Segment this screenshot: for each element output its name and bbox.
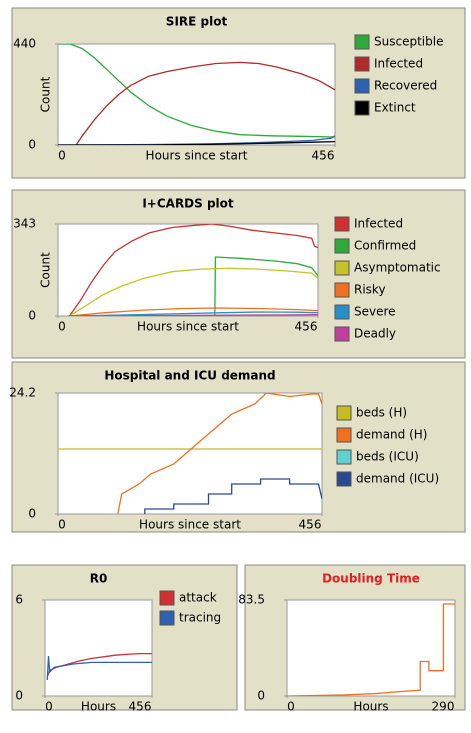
series-line: [69, 314, 318, 316]
y-axis-label: Count: [39, 252, 53, 288]
series-line: [144, 478, 322, 514]
legend-swatch: [354, 56, 370, 72]
legend-label: Extinct: [374, 101, 416, 115]
legend-swatch: [336, 449, 352, 465]
legend-swatch: [336, 427, 352, 443]
legend-swatch: [334, 326, 350, 342]
x-axis-label: Hours since start: [137, 320, 239, 334]
x-axis-label: Hours: [353, 700, 388, 714]
legend-label: Infected: [354, 217, 403, 231]
legend-swatch: [354, 34, 370, 50]
legend-swatch: [159, 610, 175, 626]
x-tick-label: 456: [299, 518, 322, 532]
y-tick-label: 83.5: [238, 593, 265, 607]
plot-title: R0: [90, 572, 108, 586]
series-line: [117, 393, 322, 514]
plot-title: Hospital and ICU demand: [104, 369, 275, 383]
plot-area: [57, 392, 323, 515]
plot-title: I+CARDS plot: [142, 197, 234, 211]
legend-swatch: [354, 100, 370, 116]
plot-title: SIRE plot: [166, 15, 228, 29]
series-line: [46, 652, 152, 678]
legend-label: Susceptible: [374, 35, 443, 49]
series-line: [75, 61, 335, 145]
series-line: [58, 140, 335, 145]
legend-swatch: [334, 304, 350, 320]
x-tick-label: 456: [295, 320, 318, 334]
legend-label: Recovered: [374, 79, 437, 93]
legend-swatch: [334, 216, 350, 232]
y-tick-label: 0: [15, 689, 23, 703]
series-line: [68, 224, 318, 316]
series-line: [69, 307, 318, 316]
legend-label: tracing: [179, 611, 221, 625]
plot-title: Doubling Time: [322, 572, 420, 586]
series-line: [214, 256, 318, 316]
x-axis-label: Hours: [81, 700, 116, 714]
x-axis-label: Hours since start: [146, 149, 248, 163]
x-tick-label: 290: [432, 700, 455, 714]
x-tick-label: 456: [129, 700, 152, 714]
x-tick-label: 456: [312, 149, 335, 163]
series-line: [287, 603, 455, 696]
legend-swatch: [336, 405, 352, 421]
legend-swatch: [334, 260, 350, 276]
legend-swatch: [334, 238, 350, 254]
x-axis-label: Hours since start: [139, 518, 241, 532]
legend-label: Deadly: [354, 327, 396, 341]
legend-label: Asymptomatic: [354, 261, 441, 275]
y-tick-label: 6: [15, 593, 23, 607]
y-tick-label: 0: [28, 309, 36, 323]
y-tick-label: 24.2: [9, 386, 36, 400]
legend-swatch: [334, 282, 350, 298]
legend-label: Confirmed: [354, 239, 416, 253]
plot-area: [286, 599, 456, 697]
legend-label: Severe: [354, 305, 396, 319]
legend-label: beds (H): [356, 406, 407, 420]
legend-swatch: [336, 471, 352, 487]
y-tick-label: 343: [13, 217, 36, 231]
x-tick-label: 0: [58, 149, 66, 163]
series-line: [58, 44, 335, 138]
legend-swatch: [354, 78, 370, 94]
series-line: [46, 655, 152, 681]
legend-label: beds (ICU): [356, 450, 419, 464]
y-tick-label: 440: [13, 37, 36, 51]
legend-swatch: [159, 590, 175, 606]
legend-label: attack: [179, 591, 217, 605]
x-tick-label: 0: [58, 518, 66, 532]
legend-label: demand (H): [356, 428, 427, 442]
x-tick-label: 0: [58, 320, 66, 334]
legend-label: demand (ICU): [356, 472, 439, 486]
x-tick-label: 0: [287, 700, 295, 714]
y-tick-label: 0: [28, 507, 36, 521]
plot-area: [57, 43, 336, 146]
legend-label: Infected: [374, 57, 423, 71]
y-tick-label: 0: [28, 138, 36, 152]
series-line: [69, 267, 318, 316]
plot-area: [44, 599, 153, 697]
legend-label: Risky: [354, 283, 386, 297]
y-axis-label: Count: [39, 76, 53, 112]
x-tick-label: 0: [45, 700, 53, 714]
y-tick-label: 0: [257, 689, 265, 703]
